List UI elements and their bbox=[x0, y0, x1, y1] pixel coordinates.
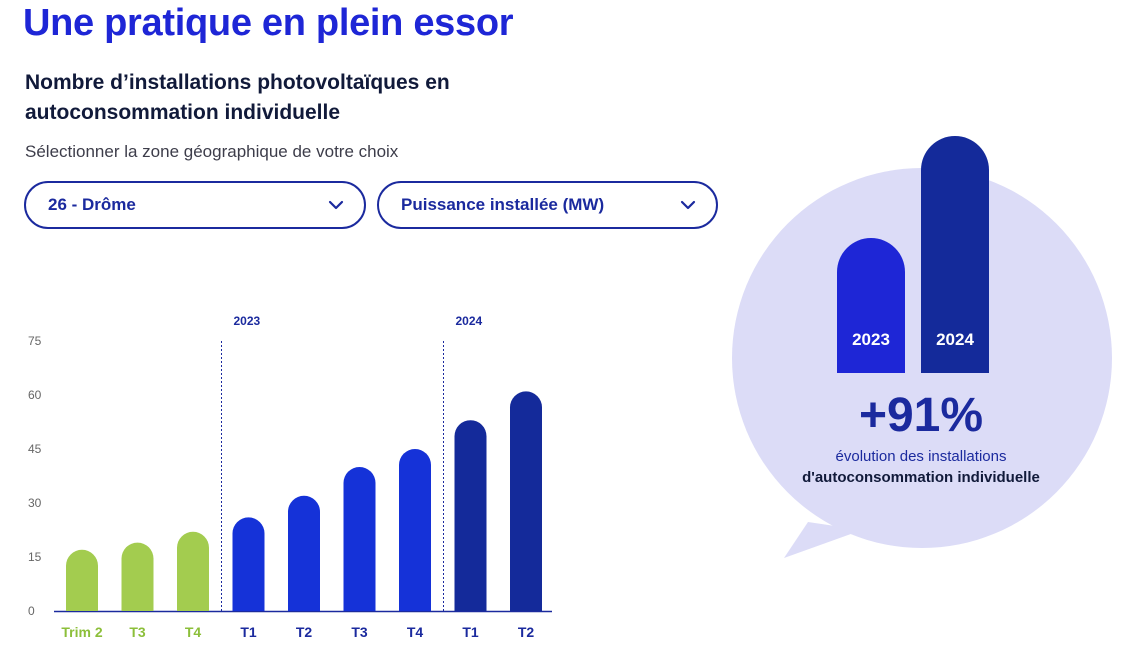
bar-2023-label: 2023 bbox=[852, 330, 890, 349]
year-label: 2023 bbox=[234, 314, 261, 328]
evolution-description-line2: d'autoconsommation individuelle bbox=[802, 469, 1040, 486]
x-tick-label: T1 bbox=[240, 624, 257, 640]
y-tick-label: 15 bbox=[28, 550, 42, 564]
zone-hint: Sélectionner la zone géographique de vot… bbox=[25, 142, 399, 161]
y-tick-label: 45 bbox=[28, 442, 42, 456]
metric-select-value: Puissance installée (MW) bbox=[401, 195, 605, 214]
y-tick-label: 60 bbox=[28, 388, 42, 402]
bar bbox=[343, 467, 376, 611]
x-tick-label: T1 bbox=[462, 624, 479, 640]
evolution-percent: +91% bbox=[858, 389, 984, 442]
bar-2023 bbox=[837, 238, 905, 373]
x-tick-label: Trim 2 bbox=[61, 624, 102, 640]
x-tick-label: T3 bbox=[129, 624, 146, 640]
zone-select[interactable]: 26 - Drôme bbox=[24, 181, 366, 229]
bar bbox=[121, 542, 154, 611]
chevron-down-icon bbox=[680, 200, 696, 210]
speech-bubble-shape bbox=[784, 522, 862, 558]
bar bbox=[66, 549, 98, 611]
bar-chart: 0 15 30 45 60 75 2023 2024 Trim 2 T3 T4 T1 T2 T3 T4 T1 T… bbox=[28, 314, 552, 640]
x-tick-label: T3 bbox=[351, 624, 368, 640]
chevron-down-icon bbox=[328, 200, 344, 210]
bar bbox=[454, 420, 487, 611]
chart-subtitle: Nombre d’installations photovoltaïques e… bbox=[25, 71, 450, 124]
metric-select[interactable]: Puissance installée (MW) bbox=[377, 181, 718, 229]
bar-2024-label: 2024 bbox=[936, 330, 974, 349]
bar bbox=[177, 531, 209, 611]
evolution-description: évolution des installations d'autoconsom… bbox=[790, 446, 1052, 488]
page-title: Une pratique en plein essor bbox=[23, 2, 514, 44]
evolution-description-line1: évolution des installations bbox=[835, 448, 1007, 465]
bar-2024 bbox=[921, 136, 989, 373]
bar bbox=[232, 517, 265, 611]
bar bbox=[510, 391, 542, 611]
bar bbox=[288, 495, 320, 611]
bar bbox=[399, 449, 431, 611]
year-label: 2024 bbox=[456, 314, 483, 328]
y-tick-label: 75 bbox=[28, 334, 42, 348]
y-tick-label: 0 bbox=[28, 604, 35, 618]
x-tick-label: T2 bbox=[518, 624, 535, 640]
x-tick-label: T4 bbox=[407, 624, 424, 640]
x-tick-label: T4 bbox=[185, 624, 202, 640]
zone-select-value: 26 - Drôme bbox=[48, 195, 136, 214]
y-tick-label: 30 bbox=[28, 496, 42, 510]
x-tick-label: T2 bbox=[296, 624, 313, 640]
